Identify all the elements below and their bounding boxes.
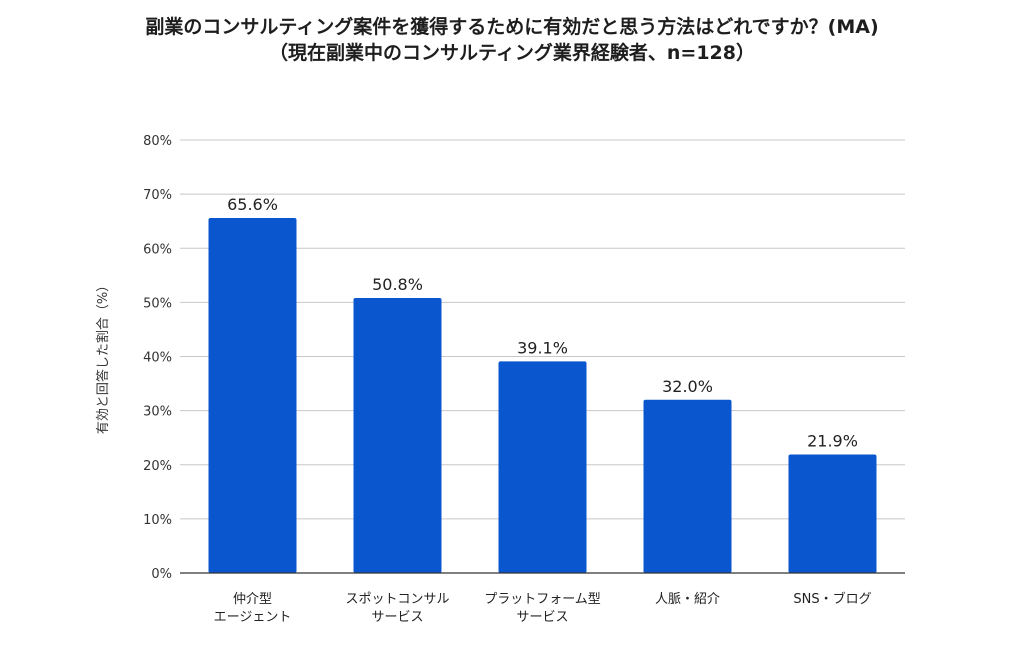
data-label: 65.6% [227,195,278,214]
y-tick-label: 70% [143,188,172,203]
y-tick-label: 80% [143,134,172,149]
y-tick-label: 20% [143,459,172,474]
x-tick-label: エージェント [214,610,292,625]
data-label: 21.9% [807,431,858,450]
y-tick-label: 60% [143,242,172,257]
data-label: 50.8% [372,275,423,294]
data-label: 32.0% [662,377,713,396]
chart-title: 副業のコンサルティング案件を獲得するために有効だと思う方法はどれですか？(MA) [145,16,879,38]
x-tick-label: SNS・ブログ [793,591,871,607]
data-label: 39.1% [517,338,568,357]
y-tick-label: 50% [143,296,172,311]
bar [208,217,297,573]
bar [643,399,732,573]
x-tick-label: 仲介型 [233,592,272,607]
y-axis-label: 有効と回答した割合（%） [95,279,111,434]
x-tick-label: サービス [516,610,568,625]
x-tick-label: プラットフォーム型 [484,592,601,607]
bar [788,454,877,573]
bar [353,298,442,573]
y-tick-label: 40% [143,351,172,366]
x-tick-label: 人脈・紹介 [655,592,720,607]
y-tick-label: 0% [151,567,172,582]
x-tick-label: サービス [371,610,423,625]
chart-subtitle: （現在副業中のコンサルティング業界経験者、n=128） [269,42,755,64]
bar [498,361,587,573]
x-tick-label: スポットコンサル [345,592,449,607]
y-tick-label: 10% [143,513,172,528]
y-tick-label: 30% [143,405,172,420]
